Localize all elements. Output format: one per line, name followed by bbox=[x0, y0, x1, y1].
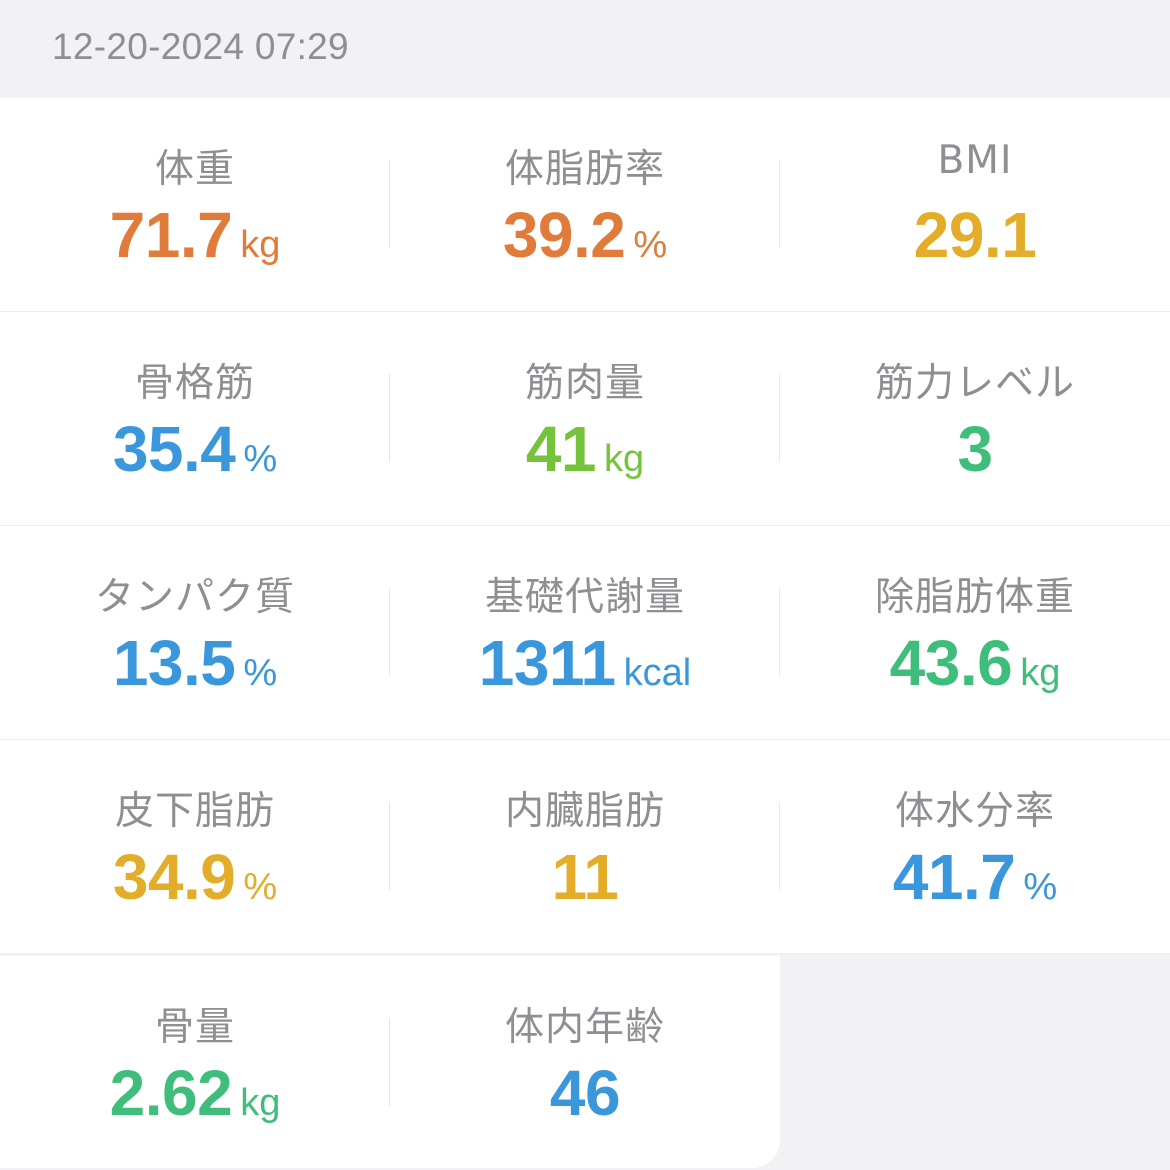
metric-label: 体内年齢 bbox=[504, 1005, 665, 1050]
column-divider bbox=[389, 160, 390, 248]
metric-label: 皮下脂肪 bbox=[114, 789, 275, 834]
column-divider bbox=[779, 588, 780, 676]
metric-unit: % bbox=[243, 652, 278, 694]
metric-bmi[interactable]: BMI 29.1 bbox=[780, 98, 1170, 312]
metric-unit: kg bbox=[240, 224, 281, 266]
metric-skeletal-muscle[interactable]: 骨格筋 35.4% bbox=[0, 312, 390, 526]
metric-value: 43.6 bbox=[889, 627, 1013, 699]
metric-value-line: 13.5% bbox=[0, 626, 390, 700]
metric-label: 基礎代謝量 bbox=[484, 575, 685, 620]
metric-label: 骨格筋 bbox=[134, 361, 255, 406]
metric-unit: % bbox=[633, 224, 668, 266]
metric-unit: kg bbox=[240, 1082, 281, 1124]
metric-body-water[interactable]: 体水分率 41.7% bbox=[780, 740, 1170, 954]
metric-value-line: 41 kg bbox=[390, 412, 780, 486]
metrics-row: 骨格筋 35.4% 筋肉量 41 kg 筋力レベル 3 bbox=[0, 312, 1170, 526]
column-divider bbox=[779, 802, 780, 890]
metric-unit: kcal bbox=[623, 652, 692, 694]
metric-label: BMI bbox=[937, 138, 1013, 183]
metric-value-line: 35.4% bbox=[0, 412, 390, 486]
column-divider bbox=[779, 374, 780, 462]
metric-weight[interactable]: 体重 71.7 kg bbox=[0, 98, 390, 312]
metric-protein[interactable]: タンパク質 13.5% bbox=[0, 526, 390, 740]
metric-label: 筋力レベル bbox=[874, 361, 1075, 406]
metric-unit: kg bbox=[1020, 652, 1061, 694]
metric-unit: % bbox=[243, 438, 278, 480]
metric-label: 骨量 bbox=[154, 1005, 235, 1050]
metric-value: 1311 bbox=[478, 627, 616, 699]
metric-value-line: 1311 kcal bbox=[390, 626, 780, 700]
column-divider bbox=[389, 588, 390, 676]
metric-value: 71.7 bbox=[109, 199, 233, 271]
metric-bone-mass[interactable]: 骨量 2.62 kg bbox=[0, 956, 390, 1170]
metric-value-line: 11 bbox=[390, 840, 780, 914]
metric-value: 41 bbox=[525, 413, 597, 485]
metric-label: 除脂肪体重 bbox=[874, 575, 1075, 620]
metric-unit: kg bbox=[604, 438, 645, 480]
metric-value: 13.5 bbox=[112, 627, 236, 699]
metric-unit: % bbox=[1023, 866, 1058, 908]
metric-value-line: 46 bbox=[390, 1056, 780, 1130]
metric-value-line: 71.7 kg bbox=[0, 198, 390, 272]
metric-value-line: 39.2% bbox=[390, 198, 780, 272]
metric-value-line: 43.6 kg bbox=[780, 626, 1170, 700]
metric-body-fat-rate[interactable]: 体脂肪率 39.2% bbox=[390, 98, 780, 312]
column-divider bbox=[389, 1018, 390, 1106]
header: 12-20-2024 07:29 bbox=[0, 0, 1170, 98]
metric-metabolic-age[interactable]: 体内年齢 46 bbox=[390, 956, 780, 1170]
metric-basal-metabolism[interactable]: 基礎代謝量 1311 kcal bbox=[390, 526, 780, 740]
metric-value: 11 bbox=[551, 841, 619, 913]
metrics-row: 体重 71.7 kg 体脂肪率 39.2% BMI 29.1 bbox=[0, 98, 1170, 312]
metric-strength-level[interactable]: 筋力レベル 3 bbox=[780, 312, 1170, 526]
metric-value-line: 29.1 bbox=[780, 198, 1170, 272]
metrics-grid: 体重 71.7 kg 体脂肪率 39.2% BMI 29.1 骨格筋 35.4% bbox=[0, 98, 1170, 1169]
metric-value: 2.62 bbox=[109, 1057, 233, 1129]
measurement-timestamp: 12-20-2024 07:29 bbox=[52, 26, 349, 67]
metric-lean-body-mass[interactable]: 除脂肪体重 43.6 kg bbox=[780, 526, 1170, 740]
metric-value: 29.1 bbox=[913, 199, 1037, 271]
metric-label: 体重 bbox=[154, 147, 235, 192]
metric-value-line: 34.9% bbox=[0, 840, 390, 914]
metric-unit: % bbox=[243, 866, 278, 908]
metric-label: 筋肉量 bbox=[524, 361, 645, 406]
metric-value-line: 2.62 kg bbox=[0, 1056, 390, 1130]
metric-label: 体脂肪率 bbox=[504, 147, 665, 192]
metrics-row: 皮下脂肪 34.9% 内臓脂肪 11 体水分率 41.7% bbox=[0, 740, 1170, 954]
column-divider bbox=[389, 802, 390, 890]
metric-value: 34.9 bbox=[112, 841, 236, 913]
metric-value: 39.2 bbox=[502, 199, 626, 271]
metric-value: 35.4 bbox=[112, 413, 236, 485]
metric-subcutaneous-fat[interactable]: 皮下脂肪 34.9% bbox=[0, 740, 390, 954]
column-divider bbox=[389, 374, 390, 462]
metric-value-line: 41.7% bbox=[780, 840, 1170, 914]
metric-value-line: 3 bbox=[780, 412, 1170, 486]
metric-label: 内臓脂肪 bbox=[504, 789, 665, 834]
metric-label: タンパク質 bbox=[94, 575, 295, 620]
metric-value: 41.7 bbox=[892, 841, 1016, 913]
metric-value: 46 bbox=[549, 1057, 621, 1129]
metric-label: 体水分率 bbox=[894, 789, 1055, 834]
metrics-row: 骨量 2.62 kg 体内年齢 46 bbox=[0, 956, 780, 1168]
metric-value: 3 bbox=[957, 413, 993, 485]
metric-visceral-fat[interactable]: 内臓脂肪 11 bbox=[390, 740, 780, 954]
metrics-row: タンパク質 13.5% 基礎代謝量 1311 kcal 除脂肪体重 43.6 kg bbox=[0, 526, 1170, 740]
metric-muscle-mass[interactable]: 筋肉量 41 kg bbox=[390, 312, 780, 526]
column-divider bbox=[779, 160, 780, 248]
